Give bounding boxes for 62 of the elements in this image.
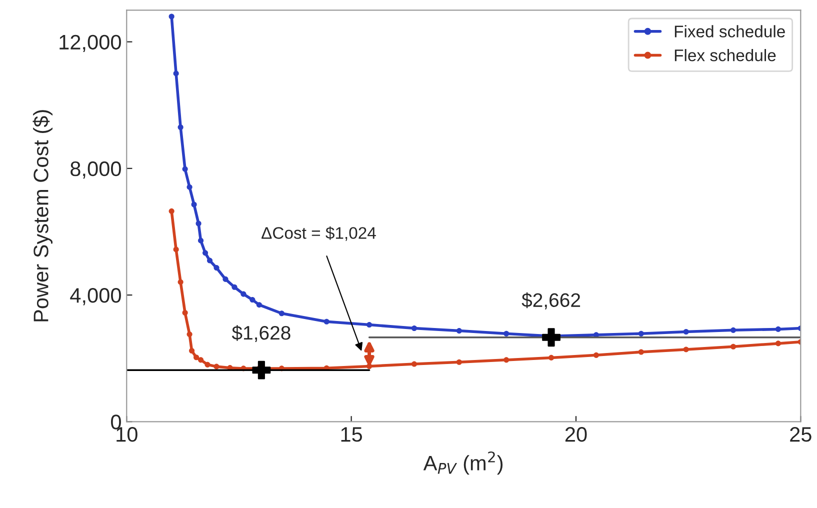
point bbox=[168, 208, 174, 214]
point bbox=[214, 265, 220, 271]
point bbox=[683, 328, 689, 335]
point bbox=[186, 332, 192, 338]
point bbox=[250, 297, 256, 303]
point bbox=[173, 70, 179, 76]
point bbox=[240, 291, 246, 297]
point bbox=[232, 284, 238, 290]
point bbox=[593, 352, 599, 358]
annotation: $1,628 bbox=[232, 325, 290, 342]
point bbox=[214, 364, 220, 370]
point bbox=[222, 276, 228, 282]
legend-label: Flex schedule bbox=[674, 49, 776, 62]
point bbox=[196, 220, 202, 226]
point bbox=[542, 328, 560, 347]
point bbox=[182, 310, 188, 316]
point bbox=[178, 124, 184, 130]
x-tick-label: 20 bbox=[565, 427, 587, 442]
y-tick-label: 12,000 bbox=[60, 34, 121, 52]
x-axis-title: A$_{PV}$ (m$^{2}$) bbox=[423, 451, 503, 475]
point bbox=[504, 357, 510, 363]
point bbox=[198, 357, 204, 363]
point bbox=[548, 354, 554, 360]
point bbox=[173, 246, 179, 252]
point bbox=[252, 360, 271, 380]
point bbox=[730, 344, 736, 350]
point bbox=[168, 14, 174, 20]
point bbox=[202, 250, 208, 256]
point bbox=[504, 330, 510, 336]
point bbox=[189, 348, 195, 354]
annotation: ΔCost = $1,024 bbox=[262, 226, 376, 241]
point bbox=[775, 326, 781, 332]
point bbox=[456, 328, 462, 334]
x-tick-label: 15 bbox=[341, 427, 362, 442]
point bbox=[411, 361, 417, 367]
point bbox=[178, 279, 184, 285]
point bbox=[198, 238, 204, 244]
point bbox=[638, 330, 644, 336]
point bbox=[366, 322, 372, 328]
y-tick-label: 8,000 bbox=[70, 161, 121, 179]
x-tick-label: 10 bbox=[116, 427, 138, 442]
point bbox=[683, 346, 689, 352]
point bbox=[638, 349, 644, 355]
point bbox=[194, 354, 200, 360]
point bbox=[730, 327, 736, 333]
x-tick-label: 25 bbox=[790, 427, 812, 442]
point bbox=[204, 362, 210, 368]
point bbox=[411, 325, 417, 332]
point bbox=[775, 340, 781, 346]
y-tick-label: 0 bbox=[111, 414, 121, 430]
point bbox=[182, 166, 188, 172]
point bbox=[324, 318, 330, 324]
annotation: $2,662 bbox=[522, 292, 580, 310]
legend-label: Fixed schedule bbox=[674, 25, 785, 38]
y-tick-label: 4,000 bbox=[70, 288, 121, 306]
point bbox=[278, 310, 284, 316]
point bbox=[256, 302, 262, 308]
point bbox=[186, 184, 192, 190]
point bbox=[191, 202, 197, 208]
point bbox=[206, 258, 213, 264]
point bbox=[456, 359, 462, 365]
y-axis-title: Power System Cost ($) bbox=[32, 110, 53, 322]
